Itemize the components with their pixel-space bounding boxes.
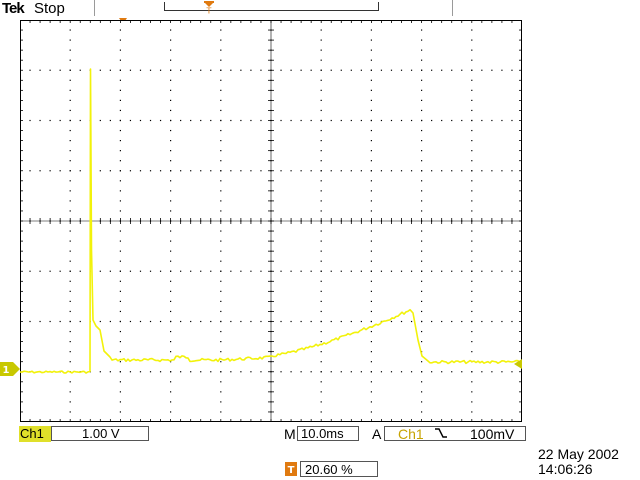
trigger-position-readout-icon: T: [285, 462, 297, 476]
channel-badge[interactable]: Ch1: [19, 426, 51, 442]
record-trigger-icon: T: [204, 1, 214, 15]
trigger-mode: A: [372, 426, 382, 442]
date-readout: 22 May 2002: [538, 446, 619, 462]
timebase-value: 10.0ms: [297, 426, 359, 441]
svg-text:T: T: [288, 465, 295, 476]
trigger-level-marker-icon: [514, 359, 522, 369]
trigger-level: 100mV: [470, 426, 515, 442]
graticule-grid: [20, 20, 522, 422]
brand-logo: Tek: [2, 0, 25, 17]
trigger-readout-box: [384, 426, 526, 441]
time-readout: 14:06:26: [538, 461, 593, 477]
ch1-trace: [20, 68, 521, 374]
trigger-position-value: 20.60 %: [300, 461, 378, 477]
ch1-ground-marker-icon[interactable]: 1: [0, 362, 20, 376]
trigger-source: Ch1: [398, 426, 424, 442]
falling-edge-icon: [435, 428, 447, 438]
svg-text:1: 1: [3, 365, 10, 376]
timebase-prefix: M: [284, 426, 296, 442]
status-separator: [94, 0, 95, 16]
status-separator: [452, 0, 453, 16]
svg-text:T: T: [206, 7, 212, 15]
record-view-bar: [164, 2, 379, 11]
acquisition-state: Stop: [34, 0, 65, 17]
channel-scale: 1.00 V: [51, 426, 149, 441]
waveform-display[interactable]: [20, 20, 522, 422]
